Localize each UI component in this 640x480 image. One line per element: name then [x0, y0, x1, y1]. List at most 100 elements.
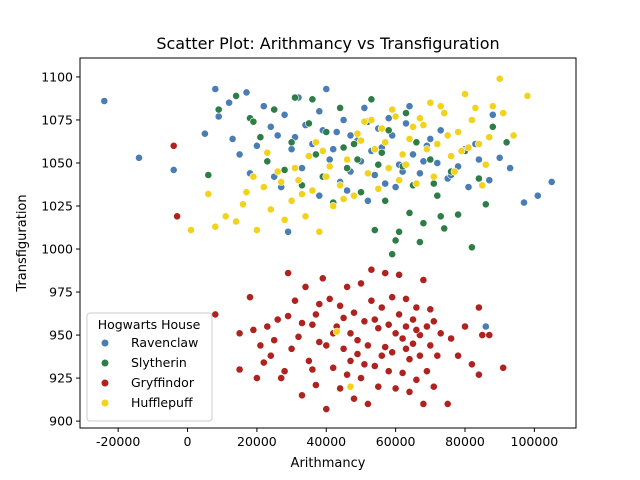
- data-point: [343, 186, 351, 195]
- data-point: [273, 315, 282, 324]
- data-point: [405, 102, 414, 111]
- data-point: [457, 146, 466, 155]
- data-point: [419, 219, 428, 228]
- data-point: [357, 188, 365, 197]
- data-point: [284, 227, 292, 236]
- y-tick-label: 975: [49, 285, 73, 300]
- data-point: [291, 296, 299, 305]
- data-point: [488, 122, 497, 131]
- data-point: [263, 322, 272, 331]
- data-point: [409, 339, 417, 348]
- data-point: [374, 160, 383, 169]
- data-point: [308, 320, 317, 329]
- data-point: [350, 308, 358, 317]
- data-point: [405, 208, 414, 217]
- data-point: [440, 224, 449, 233]
- data-point: [343, 282, 351, 291]
- data-point: [474, 155, 483, 164]
- data-point: [429, 382, 438, 391]
- data-point: [478, 181, 487, 190]
- data-point: [436, 126, 445, 135]
- data-point: [270, 105, 279, 114]
- data-point: [211, 222, 220, 231]
- x-tick-label: 60000: [376, 434, 416, 449]
- data-point: [461, 322, 469, 331]
- data-point: [304, 119, 313, 128]
- data-point: [384, 126, 393, 135]
- data-point: [367, 116, 376, 124]
- y-tick-label: 925: [49, 371, 73, 386]
- data-point: [481, 160, 490, 169]
- data-point: [284, 312, 292, 320]
- data-point: [329, 363, 338, 372]
- data-point: [433, 351, 442, 360]
- data-point: [481, 322, 490, 331]
- data-point: [280, 215, 289, 224]
- data-point: [304, 356, 313, 365]
- data-point: [405, 355, 414, 364]
- data-point: [242, 88, 251, 97]
- data-point: [433, 191, 442, 200]
- data-point: [287, 344, 296, 353]
- data-point: [291, 164, 299, 172]
- data-point: [402, 344, 410, 353]
- legend-items: Ravenclaw Slytherin Gryffindor Hufflepuff: [100, 335, 198, 410]
- x-tick-label: 100000: [511, 434, 559, 449]
- data-point: [315, 191, 324, 200]
- data-point: [135, 153, 143, 162]
- data-point: [391, 384, 400, 393]
- data-point: [547, 177, 556, 186]
- data-point: [402, 160, 410, 169]
- data-point: [415, 114, 424, 123]
- data-point: [350, 140, 358, 148]
- data-point: [367, 296, 376, 305]
- data-point: [266, 351, 275, 360]
- data-point: [464, 143, 473, 152]
- data-point: [461, 90, 469, 98]
- data-point: [315, 227, 324, 236]
- data-point: [242, 188, 251, 197]
- data-point: [284, 269, 292, 277]
- data-point: [204, 190, 213, 198]
- legend-title: Hogwarts House: [98, 317, 201, 332]
- data-point: [454, 128, 462, 136]
- data-point: [173, 212, 181, 221]
- data-point: [419, 276, 428, 284]
- data-point: [370, 226, 379, 234]
- data-point: [384, 114, 393, 123]
- legend-marker-ravenclaw: [100, 338, 110, 348]
- data-point: [252, 374, 261, 382]
- series-gryffindor: [169, 141, 508, 413]
- data-point: [398, 368, 407, 377]
- data-point: [523, 92, 532, 100]
- data-point: [415, 238, 424, 246]
- data-point: [332, 128, 341, 136]
- data-point: [322, 341, 331, 350]
- data-point: [294, 176, 303, 185]
- data-point: [318, 146, 327, 155]
- legend: Hogwarts House Ravenclaw Slytherin Gryffin…: [86, 312, 213, 422]
- data-point: [495, 153, 504, 162]
- data-point: [256, 341, 265, 350]
- data-point: [454, 351, 462, 360]
- data-point: [370, 145, 379, 154]
- data-point: [388, 105, 397, 114]
- data-point: [499, 109, 508, 117]
- series-hufflepuff: [187, 74, 532, 391]
- data-point: [474, 370, 483, 379]
- data-point: [311, 138, 320, 147]
- data-point: [440, 109, 449, 117]
- data-point: [474, 140, 483, 148]
- data-point: [259, 102, 268, 111]
- x-tick-label: 80000: [445, 434, 485, 449]
- data-point: [298, 391, 306, 400]
- data-point: [329, 202, 338, 210]
- data-point: [370, 315, 379, 324]
- data-point: [391, 112, 400, 121]
- data-point: [343, 155, 351, 164]
- data-point: [471, 104, 480, 112]
- data-point: [474, 174, 483, 183]
- data-point: [259, 183, 268, 191]
- data-point: [339, 195, 348, 203]
- data-point: [273, 167, 282, 176]
